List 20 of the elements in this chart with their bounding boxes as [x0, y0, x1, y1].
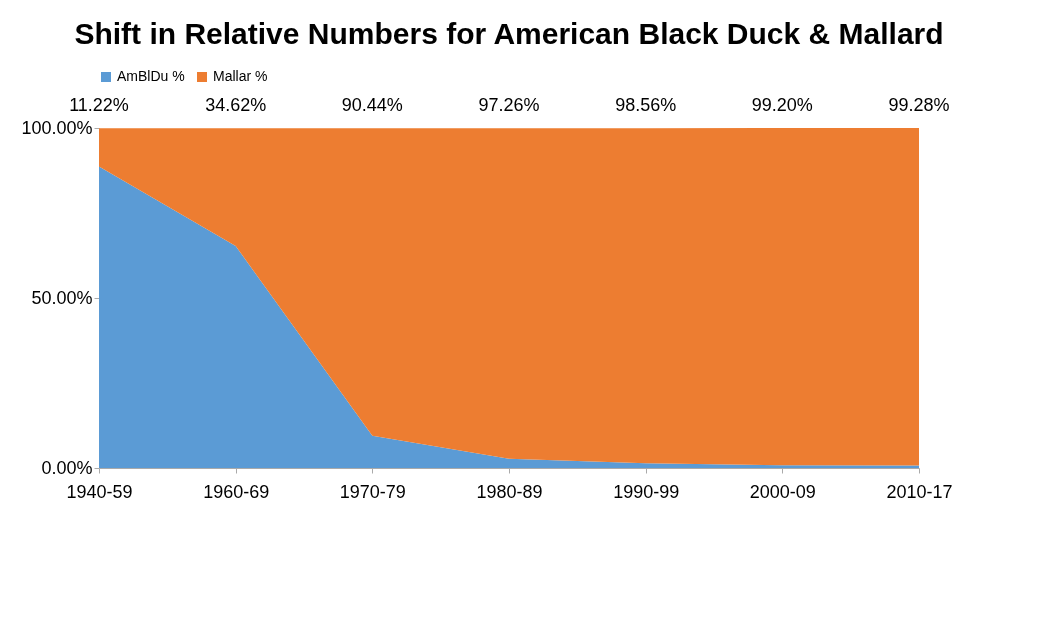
y-tick-label: 100.00% [21, 117, 93, 138]
data-label: 97.26% [478, 95, 540, 115]
x-tick-label: 1980-89 [476, 481, 543, 502]
legend-label: AmBlDu % [117, 68, 185, 84]
data-label: 99.28% [888, 95, 950, 115]
chart-title: Shift in Relative Numbers for American Black Duck & Mallard [74, 17, 944, 50]
x-tick-label: 1960-69 [203, 481, 270, 502]
legend-label: Mallar % [213, 68, 268, 84]
data-label: 11.22% [69, 95, 129, 115]
x-tick-label: 2000-09 [749, 481, 816, 502]
y-tick-label: 50.00% [31, 287, 93, 308]
data-label: 90.44% [341, 95, 403, 115]
data-label: 98.56% [615, 95, 677, 115]
x-tick-label: 2010-17 [886, 481, 953, 502]
data-label: 99.20% [751, 95, 813, 115]
data-label: 34.62% [205, 95, 267, 115]
y-tick-label: 0.00% [41, 457, 93, 478]
x-tick-label: 1940-59 [66, 481, 133, 502]
x-tick-label: 1970-79 [339, 481, 406, 502]
x-tick-label: 1990-99 [613, 481, 680, 502]
